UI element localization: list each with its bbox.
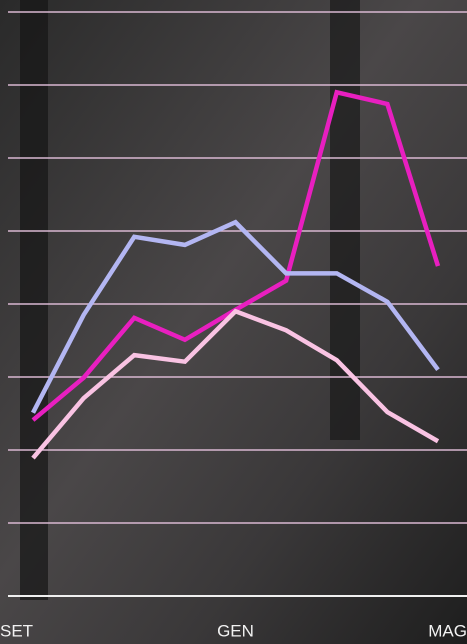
series-line [31, 219, 440, 414]
x-tick-label: SET [0, 621, 33, 640]
series-line [31, 308, 440, 460]
pole [330, 0, 360, 440]
pole [20, 0, 48, 600]
x-tick-label: MAG [428, 621, 467, 640]
x-tick-label: GEN [217, 621, 254, 640]
